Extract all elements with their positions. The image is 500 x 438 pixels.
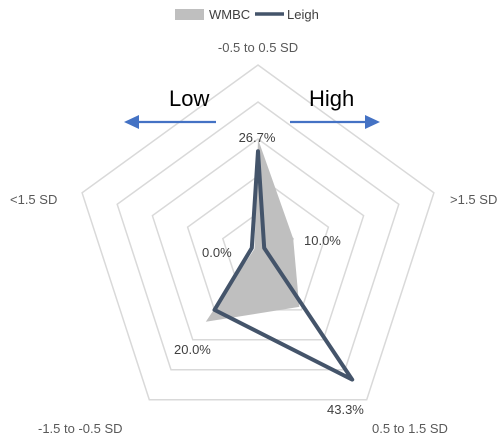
low-annotation: Low — [169, 86, 209, 111]
wmbc-area — [205, 139, 300, 322]
leigh-series — [212, 149, 355, 382]
grid-ring-3 — [151, 138, 365, 341]
category-label-right: >1.5 SD — [450, 192, 497, 207]
category-label-top: -0.5 to 0.5 SD — [218, 40, 298, 55]
category-label-bottom-left: -1.5 to -0.5 SD — [38, 421, 123, 436]
radar-grid — [81, 64, 435, 401]
grid-ring-5 — [81, 64, 435, 401]
category-label-bottom-right: 0.5 to 1.5 SD — [372, 421, 448, 436]
legend-leigh-label: Leigh — [287, 7, 319, 22]
wmbc-series — [205, 139, 300, 322]
grid-ring-4 — [116, 101, 400, 371]
category-label-left: <1.5 SD — [10, 192, 57, 207]
leigh-line — [212, 149, 355, 382]
data-label-top: 26.7% — [239, 130, 276, 145]
legend-wmbc-label: WMBC — [209, 7, 250, 22]
data-label-bottom-left: 20.0% — [174, 342, 211, 357]
data-label-bottom-right: 43.3% — [327, 402, 364, 417]
data-label-left: 0.0% — [202, 245, 232, 260]
legend-wmbc-swatch — [175, 9, 204, 20]
data-label-right: 10.0% — [304, 233, 341, 248]
high-arrow — [290, 115, 380, 129]
high-annotation: High — [309, 86, 354, 111]
low-arrow — [124, 115, 216, 129]
legend: WMBC Leigh — [175, 7, 319, 22]
